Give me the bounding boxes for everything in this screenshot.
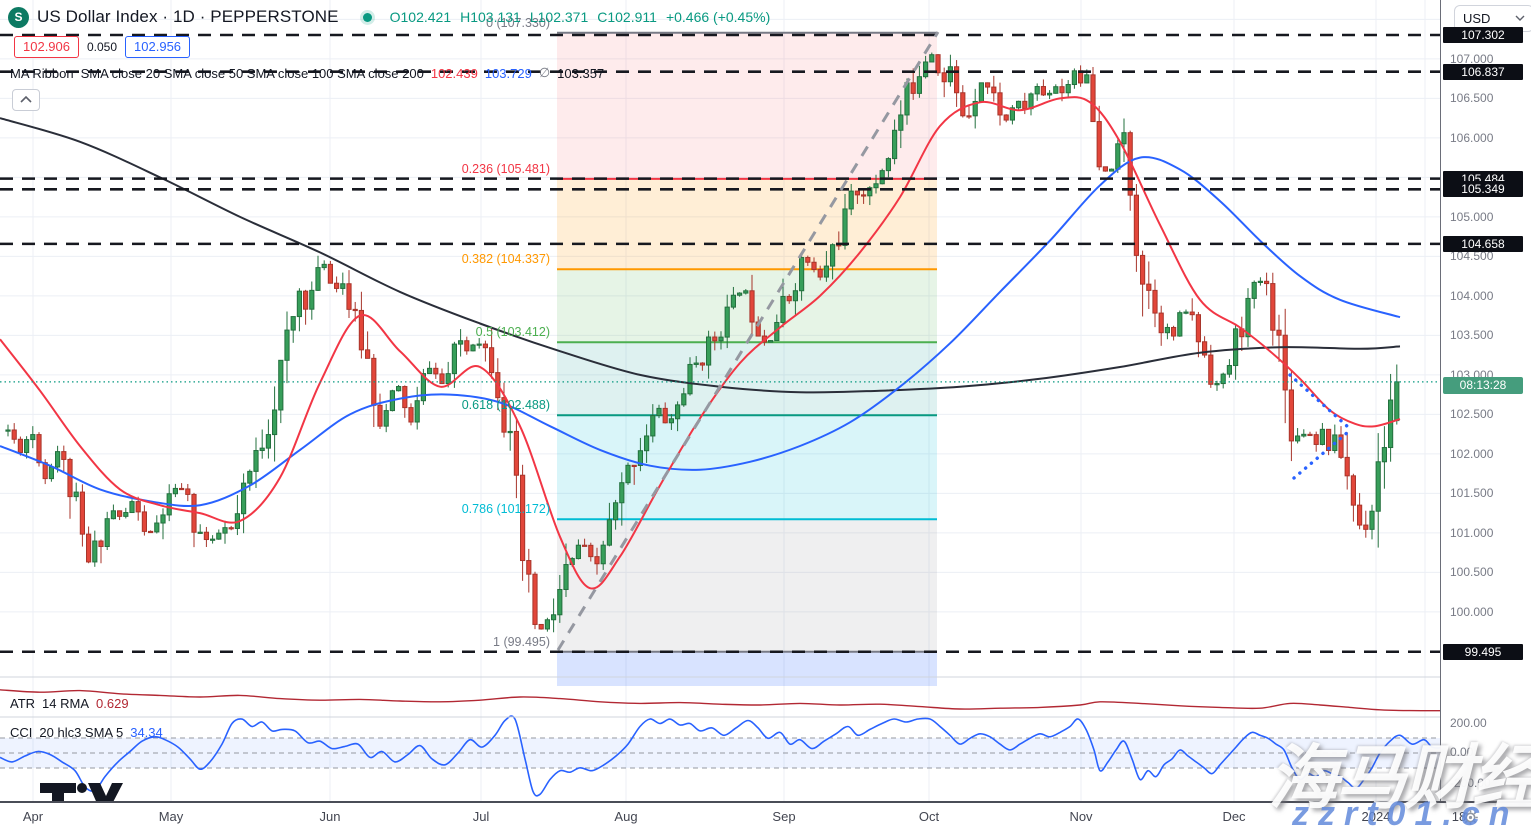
time-axis-label: Jul xyxy=(472,809,490,824)
price-tick: 104.000 xyxy=(1450,288,1494,303)
price-level-diff: 0.050 xyxy=(87,40,118,54)
atr-params: 14 RMA xyxy=(42,696,90,711)
fib-level-label: 0.618 (102.488) xyxy=(461,398,550,413)
price-tick: 107.000 xyxy=(1450,51,1494,66)
atr-value: 0.629 xyxy=(96,696,129,711)
price-tick: 103.500 xyxy=(1450,328,1494,343)
price-tick: 104.500 xyxy=(1450,249,1494,264)
price-tick: 102.000 xyxy=(1450,446,1494,461)
time-axis-label: May xyxy=(158,809,184,824)
time-axis-label: Sep xyxy=(772,809,796,824)
time-axis[interactable]: Apr May Jun Jul Aug Sep Oct Nov Dec 2024 18 xyxy=(0,803,1531,832)
symbol-title[interactable]: US Dollar Index · 1D · PEPPERSTONE xyxy=(37,7,339,26)
sma20-value: 102.439 xyxy=(430,65,478,81)
price-tick: 101.500 xyxy=(1450,486,1494,501)
cci-params: 20 hlc3 SMA 5 xyxy=(39,725,124,740)
time-axis-border xyxy=(0,801,1531,803)
chart-settings-gear-icon[interactable] xyxy=(1462,809,1479,831)
symbol-logo: S xyxy=(8,6,29,28)
chart-canvas[interactable] xyxy=(0,0,1440,802)
atr-title[interactable]: ATR xyxy=(10,696,36,711)
price-tick: 106.000 xyxy=(1450,130,1494,145)
time-axis-label: Apr xyxy=(22,809,44,824)
collapse-indicators-button[interactable] xyxy=(12,89,40,111)
change-value: +0.466 (+0.45%) xyxy=(665,9,771,25)
high-value: H103.131 xyxy=(460,9,521,25)
fib-level-label: 0.5 (103.412) xyxy=(475,325,550,340)
time-axis-label: Nov xyxy=(1069,809,1093,824)
chevron-down-icon xyxy=(1515,15,1525,21)
close-value: C102.911 xyxy=(597,9,657,25)
time-axis-label: Aug xyxy=(614,809,638,824)
low-value: L102.371 xyxy=(529,9,589,25)
price-level-badge: 104.658 xyxy=(1443,235,1523,252)
price-tick: 101.000 xyxy=(1450,525,1494,540)
cci-value: 34.34 xyxy=(130,725,163,740)
price-tick: 106.500 xyxy=(1450,91,1494,106)
fib-level-label: 0.786 (101.172) xyxy=(461,502,550,517)
currency-label: USD xyxy=(1463,11,1491,26)
fib-level-label: 0 (107.330) xyxy=(486,15,550,30)
price-tick: 100.500 xyxy=(1450,565,1494,580)
fib-level-label: 1 (99.495) xyxy=(493,634,550,649)
ma-ribbon-legend[interactable]: MA Ribbon SMA close 20 SMA close 50 SMA … xyxy=(10,65,770,81)
price-level-badge: 107.302 xyxy=(1443,27,1523,43)
sma200-value: 103.357 xyxy=(557,65,605,81)
chevron-up-icon xyxy=(20,95,32,103)
cci-title[interactable]: CCI xyxy=(10,725,33,740)
market-open-dot-icon xyxy=(362,12,372,22)
price-level-badge: 106.837 xyxy=(1443,63,1523,80)
price-level-box-lower[interactable]: 102.906 xyxy=(14,36,79,58)
ma-ribbon-label[interactable]: MA Ribbon xyxy=(10,65,74,81)
open-value: O102.421 xyxy=(389,9,452,25)
ohlc-values: O102.421 H103.131 L102.371 C102.911 +0.4… xyxy=(390,9,771,25)
cci-axis-tick: -200.00 xyxy=(1450,776,1491,790)
time-axis-label: 18 xyxy=(1451,809,1467,824)
price-tick: 105.000 xyxy=(1450,209,1494,224)
time-axis-label: Oct xyxy=(918,809,940,824)
price-tick: 102.500 xyxy=(1450,407,1494,422)
ma-ribbon-params: SMA close 20 SMA close 50 SMA close 100 … xyxy=(80,65,424,81)
bar-countdown-badge: 08:13:28 xyxy=(1443,377,1523,394)
sma50-value: 103.729 xyxy=(484,65,532,81)
time-axis-label: Dec xyxy=(1222,809,1246,824)
price-tick: 100.000 xyxy=(1450,604,1494,619)
fib-retracement-labels: 0 (107.330) 0.236 (105.481) 0.382 (104.337… xyxy=(340,0,550,700)
cci-axis-tick: 200.00 xyxy=(1450,716,1487,730)
atr-pane-legend[interactable]: ATR 14 RMA 0.629 xyxy=(10,696,129,711)
cci-axis-tick: 0.00 xyxy=(1450,745,1474,759)
time-axis-label: Jun xyxy=(319,809,341,824)
price-level-badge: 99.495 xyxy=(1443,643,1523,660)
fib-level-label: 0.382 (104.337) xyxy=(461,252,550,267)
price-axis[interactable]: USD 107.000 106.500 106.000 105.000 104.500 1… xyxy=(1440,0,1531,832)
fib-level-label: 0.236 (105.481) xyxy=(461,161,550,176)
chart-legend: S US Dollar Index · 1D · PEPPERSTONE O10… xyxy=(8,4,770,111)
sma100-value: ∅ xyxy=(538,65,551,80)
time-axis-label: 2024 xyxy=(1361,809,1391,824)
price-level-badge: 105.349 xyxy=(1443,181,1523,198)
cci-pane-legend[interactable]: CCI 20 hlc3 SMA 5 34.34 xyxy=(10,725,163,740)
price-level-box-upper[interactable]: 102.956 xyxy=(125,36,191,58)
